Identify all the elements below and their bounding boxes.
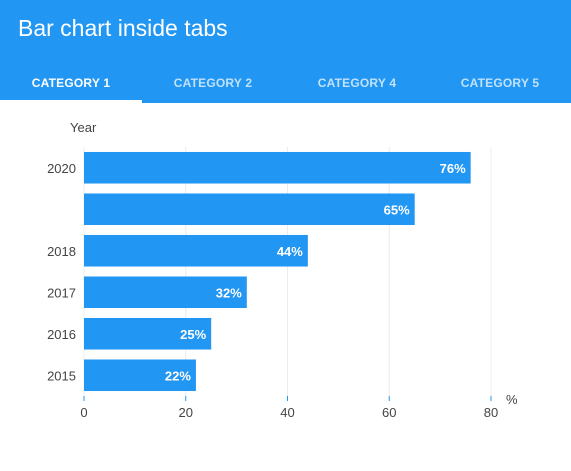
x-axis-unit: % xyxy=(506,392,518,407)
tab-bar: CATEGORY 1 CATEGORY 2 CATEGORY 4 CATEGOR… xyxy=(0,63,571,103)
tab-category-2[interactable]: CATEGORY 2 xyxy=(173,76,253,90)
active-tab-indicator xyxy=(0,100,142,103)
bar xyxy=(84,359,196,392)
bar-data-label: 22% xyxy=(165,368,191,383)
bars xyxy=(84,151,471,392)
bar-data-label: 25% xyxy=(180,327,206,342)
y-category-label: 2020 xyxy=(47,161,76,176)
bar xyxy=(84,317,212,350)
x-tick-label: 20 xyxy=(179,405,193,420)
app-title: Bar chart inside tabs xyxy=(18,15,228,41)
bar-data-label: 32% xyxy=(216,285,242,300)
bar-data-label: 44% xyxy=(277,244,303,259)
bar xyxy=(84,234,308,267)
labels: 0 20 40 60 80 76% 2020 65% 44% 2018 32% 2017 25% 2016… xyxy=(47,161,498,420)
bar-chart: 0 20 40 60 80 76% 2020 65% 44% 2018 32% 2017 25% 2016… xyxy=(47,120,518,420)
grid-lines xyxy=(83,147,492,401)
bar xyxy=(84,193,415,226)
tab-category-5[interactable]: CATEGORY 5 xyxy=(460,76,540,90)
tab-category-4[interactable]: CATEGORY 4 xyxy=(317,76,397,90)
bar-data-label: 76% xyxy=(440,161,466,176)
y-category-label: 2017 xyxy=(47,285,76,300)
x-tick-label: 0 xyxy=(80,405,87,420)
x-tick-label: 60 xyxy=(382,405,396,420)
y-category-label: 2016 xyxy=(47,327,76,342)
x-tick-label: 80 xyxy=(484,405,498,420)
y-category-label: 2018 xyxy=(47,244,76,259)
x-tick-label: 40 xyxy=(280,405,294,420)
y-category-label: 2015 xyxy=(47,368,76,383)
bar xyxy=(84,276,247,309)
tab-category-1[interactable]: CATEGORY 1 xyxy=(31,76,111,90)
bar-data-label: 65% xyxy=(384,202,410,217)
app-bar: Bar chart inside tabs CATEGORY 1 CATEGOR… xyxy=(0,0,571,103)
y-axis-title: Year xyxy=(70,120,97,135)
bar xyxy=(84,151,471,184)
chart-panel: 0 20 40 60 80 76% 2020 65% 44% 2018 32% 2017 25% 2016… xyxy=(0,103,571,466)
